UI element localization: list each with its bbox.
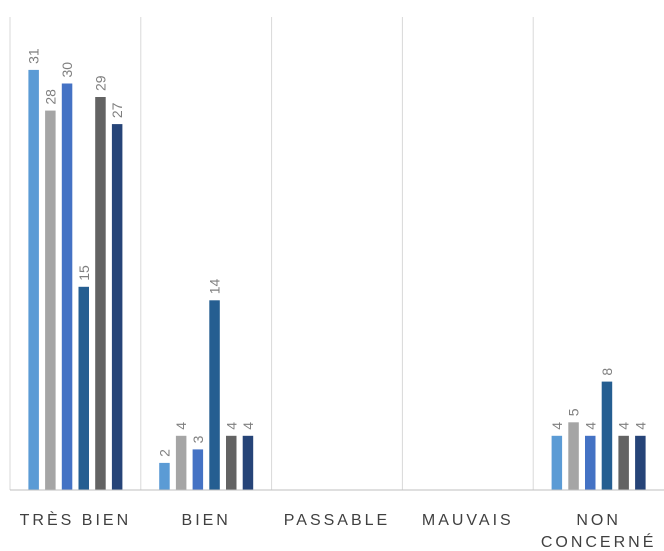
category-label-4: NON CONCERNÉ [541, 512, 657, 551]
bar-cat0-series0 [28, 69, 39, 491]
category-label-4-line-0: NON [576, 512, 621, 529]
data-label-cat1-series3: 14 [207, 279, 223, 295]
bar-cat4-series4 [618, 435, 629, 490]
bar-cat1-series2 [192, 449, 204, 491]
bar-cat4-series0 [551, 435, 563, 490]
data-label-cat4-series2: 4 [582, 422, 598, 430]
data-label-cat0-series2: 30 [59, 62, 75, 78]
category-label-4-line-1: CONCERNÉ [541, 532, 657, 551]
category-label-3: MAUVAIS [422, 512, 514, 529]
bar-cat4-series1 [568, 422, 579, 491]
data-label-cat4-series4: 4 [616, 422, 632, 430]
bar-cat4-series3 [601, 381, 613, 490]
bar-cat0-series2 [61, 83, 73, 490]
bar-cat0-series3 [78, 286, 89, 491]
bar-cat0-series5 [111, 124, 123, 490]
data-label-cat4-series3: 8 [599, 368, 615, 376]
bar-cat4-series5 [635, 435, 646, 490]
data-label-cat4-series5: 4 [632, 422, 648, 430]
data-label-cat0-series0: 31 [26, 48, 42, 64]
data-label-cat4-series0: 4 [549, 422, 565, 430]
category-labels: TRÈS BIEN BIEN PASSABLE MAUVAIS NON CONCERNÉ [20, 510, 657, 551]
category-label-3-line-0: MAUVAIS [422, 512, 514, 529]
bar-cat4-series2 [585, 435, 596, 490]
category-label-2-line-0: PASSABLE [284, 512, 390, 529]
gridlines [9, 17, 534, 490]
bar-cat1-series3 [209, 300, 220, 490]
data-label-cat0-series5: 27 [109, 102, 125, 118]
data-label-cat1-series5: 4 [240, 422, 256, 430]
bar-cat0-series1 [45, 110, 56, 490]
bars [28, 69, 646, 491]
data-label-cat4-series1: 5 [566, 408, 582, 416]
bar-cat0-series4 [95, 97, 106, 490]
data-label-cat0-series3: 15 [76, 265, 92, 281]
category-label-1-line-0: BIEN [182, 512, 231, 529]
data-label-cat0-series4: 29 [93, 75, 109, 91]
bar-cat1-series4 [226, 435, 237, 490]
bar-cat1-series1 [175, 435, 187, 490]
data-label-cat1-series2: 3 [190, 435, 206, 443]
category-label-0-line-0: TRÈS BIEN [20, 510, 131, 529]
category-label-0: TRÈS BIEN [20, 510, 131, 529]
category-label-1: BIEN [182, 512, 231, 529]
bar-cat1-series0 [159, 462, 170, 490]
bar-cat1-series5 [242, 435, 254, 490]
data-label-cat0-series1: 28 [42, 89, 58, 105]
category-label-2: PASSABLE [284, 512, 390, 529]
data-label-cat1-series1: 4 [173, 422, 189, 430]
data-label-cat1-series0: 2 [157, 449, 173, 457]
data-label-cat1-series4: 4 [223, 422, 239, 430]
